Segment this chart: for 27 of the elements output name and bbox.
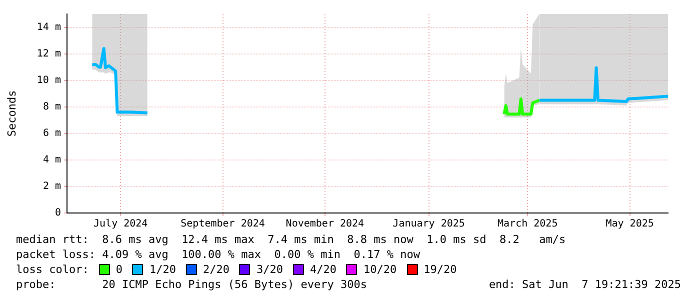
y-tick-label: 12 m	[36, 48, 61, 60]
legend-label: 2/20	[202, 262, 230, 277]
text: median rtt: 8.6 ms avg 12.4 ms max 7.4 ms min 8.8 ms now 1.0 ms sd 8.2 am/s	[15, 232, 567, 247]
y-tick-label: 8 m	[42, 101, 61, 112]
y-tick-label: 2 m	[42, 181, 61, 192]
y-axis-title: Seconds	[5, 90, 18, 137]
y-tick-label: 6 m	[42, 128, 61, 139]
x-tick-label: January 2025	[392, 218, 465, 230]
legend-label: 4/20	[310, 262, 336, 277]
legend-label: 10/20	[363, 262, 397, 277]
y-tick-label: 4 m	[42, 154, 61, 166]
y-tick-label: 0	[54, 208, 61, 219]
x-tick-label: May 2025	[606, 218, 654, 230]
text: end: Sat Jun 7 19:21:39 2025	[488, 277, 681, 292]
y-tick-label: 10 m	[36, 74, 61, 86]
y-tick-label: 14 m	[36, 22, 61, 33]
legend-label: 0	[116, 262, 122, 277]
legend-label: 19/20	[424, 262, 457, 277]
legend-title: loss color:	[16, 262, 89, 277]
text: packet loss: 4.09 % avg 100.00 % max 0.00 % min 0.17 % now	[15, 247, 421, 262]
x-tick-label: July 2024	[94, 218, 148, 230]
legend-label: 3/20	[256, 262, 283, 277]
text: probe: 20 ICMP Echo Pings (56 Bytes) every 300s	[16, 277, 367, 292]
x-tick-label: November 2024	[286, 218, 364, 230]
legend-label: 1/20	[149, 262, 176, 277]
x-tick-label: September 2024	[180, 218, 265, 230]
x-tick-label: March 2025	[498, 218, 558, 230]
